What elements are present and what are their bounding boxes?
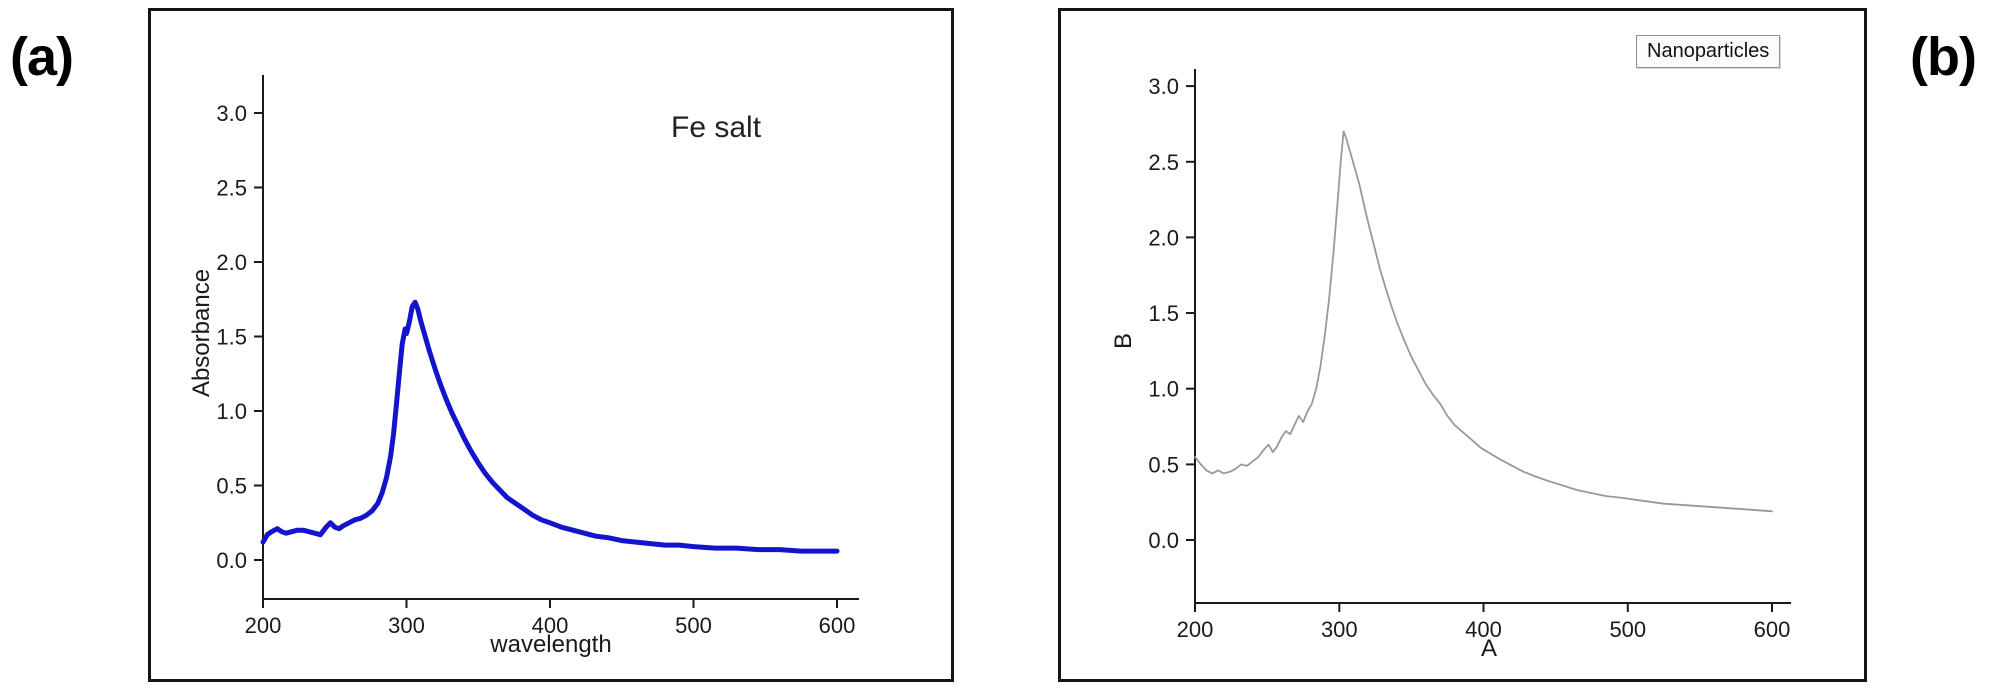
y-tick-label: 0.0 — [1148, 528, 1179, 553]
nanoparticles-curve — [1194, 130, 1773, 513]
y-axis-label: Absorbance — [188, 269, 215, 397]
x-tick-label: 400 — [532, 613, 569, 638]
x-tick-label: 500 — [1609, 617, 1646, 642]
y-tick-label: 1.0 — [1148, 377, 1179, 402]
y-tick-label: 0.0 — [216, 548, 247, 573]
x-tick-label: 400 — [1465, 617, 1502, 642]
legend-box: Nanoparticles — [1636, 35, 1781, 68]
y-tick-label: 2.0 — [216, 250, 247, 275]
x-axis-label: A — [1481, 635, 1497, 662]
x-tick-label: 500 — [675, 613, 712, 638]
x-axis-label: wavelength — [489, 631, 611, 658]
y-tick-label: 2.0 — [1148, 225, 1179, 250]
panel-b-label: (b) — [1910, 27, 1977, 87]
y-tick-label: 0.5 — [1148, 452, 1179, 477]
fe-salt-curve — [260, 299, 840, 554]
y-tick-label: 2.5 — [216, 176, 247, 201]
fe-salt-annotation: Fe salt — [671, 111, 762, 144]
y-axis-label: B — [1110, 333, 1137, 349]
y-tick-label: 3.0 — [1148, 74, 1179, 99]
panel-a: 200 300 400 500 600 0.0 0.5 1.0 1.5 2.0 2.5 3.0 wave… — [148, 8, 954, 682]
x-tick-label: 200 — [1177, 617, 1214, 642]
fe-salt-chart: 200 300 400 500 600 0.0 0.5 1.0 1.5 2.0 2.5 3.0 wave… — [188, 75, 859, 658]
panel-b: 200 300 400 500 600 0.0 0.5 1.0 1.5 2.0 2.5 3.0 A B N… — [1058, 8, 1867, 682]
nanoparticles-chart: 200 300 400 500 600 0.0 0.5 1.0 1.5 2.0 2.5 3.0 A B — [1110, 69, 1791, 662]
y-tick-label: 3.0 — [216, 101, 247, 126]
y-tick-label: 1.5 — [1148, 301, 1179, 326]
y-tick-label: 1.5 — [216, 325, 247, 350]
y-tick-label: 2.5 — [1148, 150, 1179, 175]
legend-label: Nanoparticles — [1647, 40, 1770, 62]
panel-a-label: (a) — [10, 27, 74, 87]
x-tick-label: 300 — [1321, 617, 1358, 642]
x-tick-label: 200 — [245, 613, 282, 638]
y-tick-label: 1.0 — [216, 399, 247, 424]
x-tick-label: 300 — [388, 613, 425, 638]
y-tick-label: 0.5 — [216, 474, 247, 499]
x-tick-label: 600 — [1754, 617, 1791, 642]
axes — [1194, 69, 1791, 604]
x-tick-label: 600 — [819, 613, 856, 638]
